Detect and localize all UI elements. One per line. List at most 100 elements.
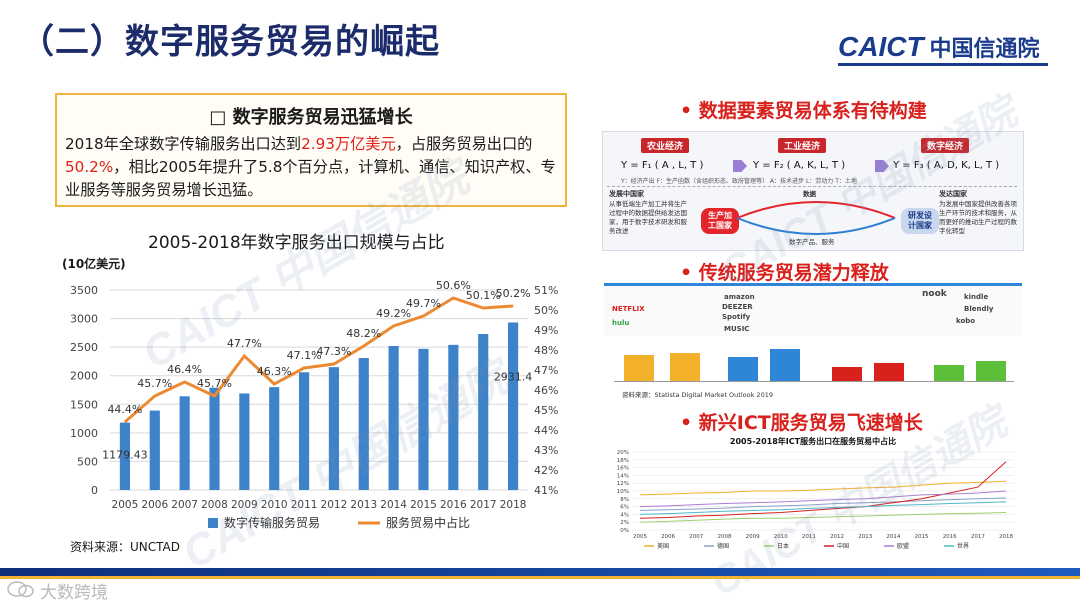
bar-baseline [614,381,1014,382]
summary-text: 2018年全球数字传输服务出口达到2.93万亿美元，占服务贸易出口的 50.2%，… [65,133,559,202]
footer-accent [0,576,1080,579]
y2-tick-label: 43% [534,444,558,457]
ict-x-tick: 2017 [971,534,985,540]
bullet-ict-services: • 新兴ICT服务贸易飞速增长 [680,412,923,434]
logo-kindle: kindle [964,293,989,301]
ict-series-line [639,497,1007,511]
bar [239,393,250,490]
y-tick-label: 3500 [70,284,98,297]
summary-highlight-share: 50.2% [65,158,114,176]
x-tick-label: 2012 [321,499,348,511]
logo-brand: CAICT [838,31,924,62]
bar [388,346,399,490]
summary-part-3: ，相比2005年提升了5.8个百分点，计算机、通信、知识产权、专业服务等服务贸易… [65,158,556,199]
formula-digital: Y = F₃ ( A, D, K, L, T ) [893,160,1000,171]
ict-legend-label: 美国 [657,542,669,550]
line-data-label: 47.7% [227,337,262,350]
line-data-label: 47.1% [287,349,322,362]
line-data-label: 49.2% [376,307,411,320]
service-logos-grid [604,283,1022,336]
line-point [452,297,454,299]
bar-games [832,367,862,381]
ict-legend-label: 德国 [717,542,729,550]
x-tick-label: 2013 [350,499,377,511]
x-tick-label: 2014 [380,499,407,511]
line-data-label: 48.2% [346,327,381,340]
bullet-traditional-services: • 传统服务贸易潜力释放 [680,262,889,284]
line-point [303,367,305,369]
logo-name: 中国信通院 [929,37,1040,62]
x-tick-label: 2016 [440,499,467,511]
line-data-label: 46.3% [257,365,292,378]
developed-head: 发达国家 [939,190,967,198]
bar [119,422,131,490]
ict-x-tick: 2011 [802,534,816,540]
y-tick-label: 1500 [70,398,98,411]
ict-x-tick: 2016 [943,534,957,540]
ict-legend-label: 欧盟 [897,542,909,550]
line-data-label: 44.4% [107,403,142,416]
ict-series-line [639,490,1007,508]
ict-y-tick: 0% [620,528,629,534]
bar [149,410,160,490]
x-tick-label: 2015 [410,499,437,511]
tag-digital: 数字经济 [921,138,970,153]
x-tick-label: 2006 [141,499,168,511]
ict-legend-label: 世界 [957,542,969,550]
y2-tick-label: 45% [534,404,558,417]
ict-series-line [639,501,1007,515]
ict-x-tick: 2008 [717,534,731,540]
line-point [214,395,215,397]
ict-y-tick: 14% [617,473,629,479]
wechat-account: 大数跨境 [40,583,108,603]
line-point [512,305,514,307]
summary-part-1: 2018年全球数字传输服务出口达到 [65,135,302,153]
x-tick-label: 2017 [470,499,497,511]
y-tick-label: 0 [91,484,98,497]
formula-agri: Y = F₁ ( A , L, T ) [621,160,704,171]
logo-blendly: Blendly [964,305,994,313]
line-data-label: 46.4% [167,363,202,376]
ict-x-tick: 2014 [886,534,900,540]
arrow-right-icon [875,160,889,172]
ict-y-tick: 20% [617,450,629,456]
y-tick-label: 2000 [70,370,98,383]
line-point [124,421,126,423]
x-tick-label: 2009 [231,499,258,511]
ict-y-tick: 10% [617,489,629,495]
ict-y-tick: 18% [617,458,629,464]
x-tick-label: 2011 [291,499,318,511]
line-data-label: 50.6% [436,279,471,292]
ict-line-chart: 20% 18% 16%14% 12% 10% 8% 6%4% 2% 0% 2005 2006 2007… [617,450,1014,550]
x-tick-label: 2010 [261,499,288,511]
y2-tick-label: 48% [534,344,558,357]
y2-tick-label: 46% [534,384,558,397]
export-chart: 0 500 1000 1500 2000 2500 3000 3500 41% 42% 43% 44%… [70,279,558,530]
bar-video [624,355,654,381]
ict-y-tick: 6% [620,505,629,511]
ict-y-tick: 2% [620,520,629,526]
legend-label: 数字传输服务贸易 [224,515,320,530]
processing-country: 生产加工国家 [701,208,739,234]
summary-highlight-value: 2.93万亿美元 [301,135,396,153]
traditional-services-panel: amazon DEEZER NETFLIX Spotify hulu MUSIC… [604,283,1022,399]
y2-tick-label: 44% [534,424,558,437]
bar [418,348,429,490]
y2-tick-label: 41% [534,484,558,497]
data-head: 数据 [803,190,816,198]
bar-music [728,357,758,381]
bar-data-label: 1179.43 [102,449,148,462]
line-series [123,296,514,424]
ict-x-tick: 2018 [999,534,1013,540]
line-data-label: 45.7% [197,377,232,390]
rnd-country: 研发设计国家 [901,208,939,234]
logo-amazon: amazon [724,293,755,301]
y2-tick-label: 49% [534,324,558,337]
ict-legend-label: 日本 [777,542,789,550]
divider [607,186,1017,188]
line-point [243,355,245,357]
bar [448,344,459,490]
logo-deezer: DEEZER [722,303,753,311]
line-point [273,383,275,385]
ict-y-tick: 8% [620,497,629,503]
